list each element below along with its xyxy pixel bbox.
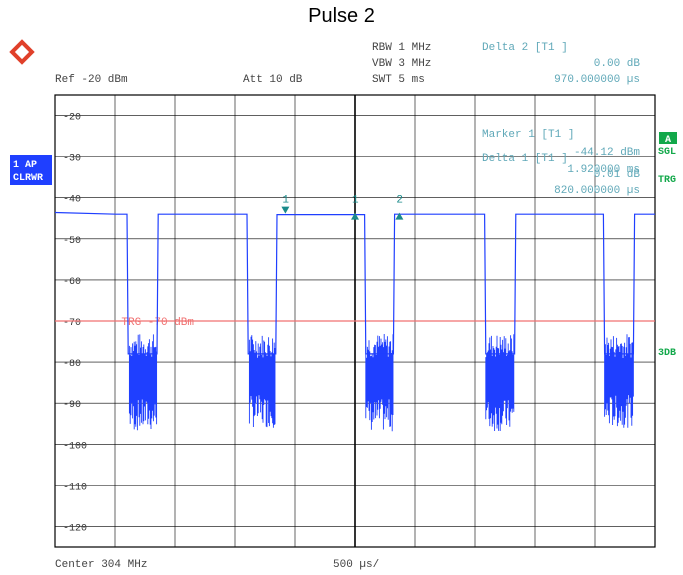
delta1-time: 820.000000 µs <box>554 185 640 197</box>
trace-mode-badge <box>10 155 52 185</box>
marker-1-icon <box>351 212 359 220</box>
swt-label: SWT 5 ms <box>372 74 425 86</box>
rs-logo-icon <box>9 39 35 65</box>
rbw-label: RBW 1 MHz <box>372 42 431 54</box>
y-tick-label: -70 <box>63 318 81 329</box>
trace-mode-1: 1 AP <box>13 160 37 171</box>
noise-burst <box>485 334 515 431</box>
y-tick-label: -110 <box>63 482 87 493</box>
a-badge-label: A <box>665 135 671 146</box>
y-tick-label: -100 <box>63 441 87 452</box>
trg-label: TRG <box>658 175 676 186</box>
marker-1-icon <box>281 206 290 214</box>
marker-label: 2 <box>396 195 403 207</box>
y-tick-label: -50 <box>63 236 81 247</box>
delta1-value: 0.01 dB <box>594 169 641 181</box>
delta2-value: 0.00 dB <box>594 58 641 70</box>
y-tick-label: -60 <box>63 277 81 288</box>
trigger-level-label: TRG -70 dBm <box>121 317 194 329</box>
delta1-title: Delta 1 [T1 ] <box>482 153 568 165</box>
3db-label: 3DB <box>658 348 676 359</box>
marker1-title: Marker 1 [T1 ] <box>482 129 574 141</box>
y-tick-label: -80 <box>63 359 81 370</box>
sgl-label: SGL <box>658 147 676 158</box>
trace-mode-2: CLRWR <box>13 173 43 184</box>
y-tick-label: -120 <box>63 523 87 534</box>
noise-bursts <box>128 334 634 432</box>
vbw-label: VBW 3 MHz <box>372 58 431 70</box>
attenuation-label: Att 10 dB <box>243 74 303 86</box>
sweep-division-label: 500 µs/ <box>333 559 379 571</box>
noise-burst <box>604 334 634 428</box>
marker1-value: -44.12 dBm <box>574 147 640 159</box>
delta2-title: Delta 2 [T1 ] <box>482 42 568 54</box>
markers: 1 1 2 <box>281 195 404 220</box>
chart-title: Pulse 2 <box>308 5 375 27</box>
marker1-time: 1.920000 ms <box>567 164 640 176</box>
marker-label: 1 <box>282 195 289 207</box>
a-badge <box>659 132 677 144</box>
noise-burst <box>248 335 276 428</box>
marker-2-icon <box>395 212 404 220</box>
noise-burst <box>128 334 158 431</box>
y-tick-label: -90 <box>63 400 81 411</box>
y-tick-label: -40 <box>63 195 81 206</box>
center-frequency-label: Center 304 MHz <box>55 559 147 571</box>
y-tick-label: -30 <box>63 154 81 165</box>
delta2-time: 970.000000 µs <box>554 74 640 86</box>
y-tick-labels: -20 -30 -40 -50 -60 -70 -80 -90 -100 -110 -120 <box>63 113 87 535</box>
marker-label: 1 <box>352 195 359 207</box>
trace-line <box>54 211 655 355</box>
y-tick-label: -20 <box>63 113 81 124</box>
noise-burst <box>365 334 394 432</box>
ref-level-label: Ref -20 dBm <box>55 74 128 86</box>
